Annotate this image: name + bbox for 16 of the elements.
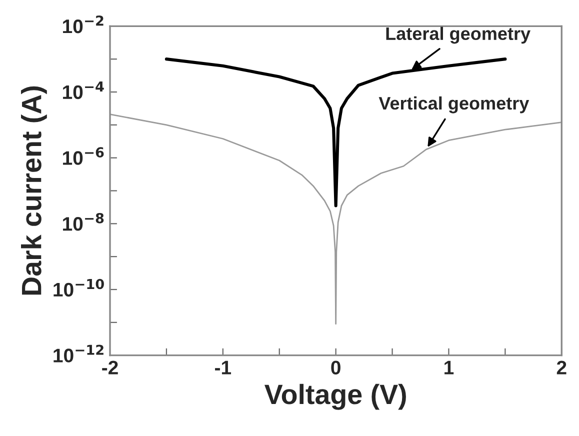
y-tick-label: 10$^{−12}$	[54, 344, 104, 362]
y-axis-title: Dark current (A)	[21, 86, 47, 295]
x-axis-title: Voltage (V)	[264, 384, 406, 410]
x-tick-label: 0	[331, 360, 340, 374]
y-tick-label: 10$^{−6}$	[63, 147, 104, 165]
y-tick-label: 10$^{−8}$	[63, 213, 104, 231]
x-tick-label: 2	[556, 360, 566, 374]
y-tick-label: 10$^{−10}$	[54, 278, 104, 297]
x-tick-label: -2	[102, 360, 118, 374]
x-tick-label: 1	[444, 360, 454, 374]
annotation: Vertical geometry	[378, 96, 530, 114]
y-tick-label: 10$^{−2}$	[63, 16, 104, 34]
y-tick-label: 10$^{−4}$	[63, 82, 104, 100]
line-series	[110, 114, 562, 325]
x-tick-label: -1	[215, 360, 232, 374]
annotation: Lateral geometry	[386, 26, 530, 44]
